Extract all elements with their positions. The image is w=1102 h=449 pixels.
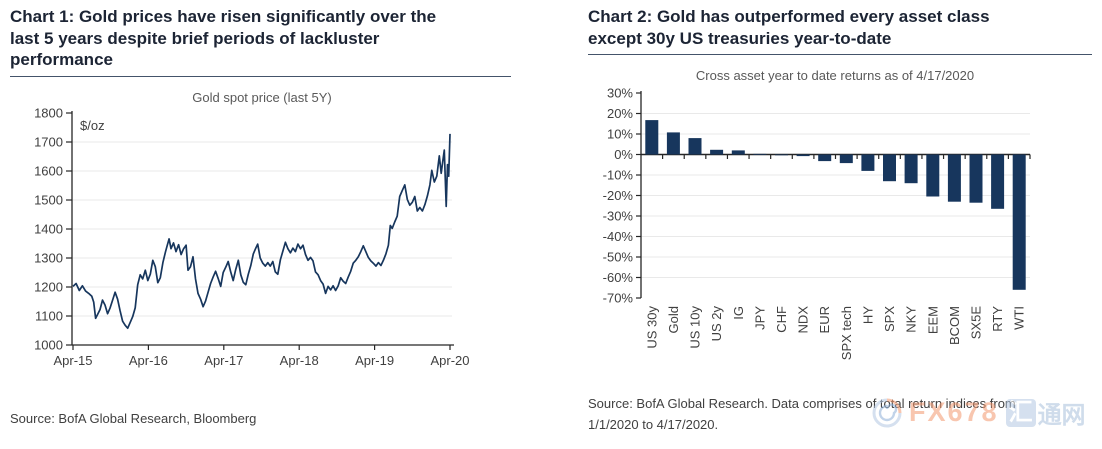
- x-category-label: IG: [731, 306, 746, 320]
- x-category-label: SPX: [882, 306, 897, 332]
- x-category-label: EUR: [817, 306, 832, 333]
- x-category-label: SPX tech: [839, 306, 854, 360]
- chart1-heading-line3: performance: [10, 50, 113, 69]
- y-axis-tick-label: 20%: [607, 106, 633, 121]
- chart1-heading-line2: last 5 years despite brief periods of la…: [10, 28, 380, 48]
- x-category-label: US 10y: [688, 306, 703, 349]
- bar-EUR: [818, 154, 832, 162]
- y-axis-tick-label: 0%: [614, 147, 633, 162]
- chart2-source: Source: BofA Global Research. Data compr…: [588, 393, 1088, 435]
- chart1-heading-line1: Chart 1: Gold prices have risen signific…: [10, 7, 437, 26]
- x-axis-tick-label: Apr-15: [53, 353, 92, 368]
- y-axis-unit-label: $/oz: [80, 118, 105, 133]
- x-category-label: NDX: [796, 306, 811, 334]
- bar-NDX: [796, 154, 810, 157]
- bar-chart-title: Cross asset year to date returns as of 4…: [696, 68, 974, 83]
- gold-price-line: [72, 133, 451, 330]
- bar-RTY: [991, 154, 1005, 209]
- bar-US 2y: [710, 149, 724, 155]
- bar-Gold: [666, 132, 680, 155]
- bar-JPY: [753, 153, 767, 155]
- x-category-label: EEM: [925, 306, 940, 334]
- bar-SX5E: [969, 154, 983, 203]
- x-category-label: RTY: [990, 306, 1005, 332]
- y-axis-tick-label: -20%: [603, 188, 634, 203]
- x-category-label: US 2y: [709, 306, 724, 342]
- chart1-source: Source: BofA Global Research, Bloomberg: [10, 411, 257, 426]
- x-category-label: SX5E: [969, 306, 984, 340]
- chart1-heading: Chart 1: Gold prices have risen signific…: [10, 6, 511, 77]
- bar-BCOM: [947, 154, 961, 202]
- x-category-label: BCOM: [947, 306, 962, 345]
- chart2-source-line1: Source: BofA Global Research. Data compr…: [588, 396, 1016, 411]
- bar-EEM: [926, 154, 940, 197]
- y-axis-tick-label: -40%: [603, 229, 634, 244]
- y-axis-tick-label: -70%: [603, 291, 634, 306]
- y-axis-tick-label: -30%: [603, 209, 634, 224]
- x-category-label: NKY: [904, 306, 919, 333]
- bar-HY: [861, 154, 875, 171]
- x-axis-tick-label: Apr-19: [355, 353, 394, 368]
- bar-SPX: [883, 154, 896, 182]
- bar-SPX tech: [839, 154, 853, 164]
- y-axis-tick-label: 1400: [34, 222, 63, 237]
- x-axis-tick-label: Apr-17: [204, 353, 243, 368]
- bar-WTI: [1012, 154, 1026, 290]
- bar-CHF: [775, 154, 788, 156]
- y-axis-tick-label: 1300: [34, 251, 63, 266]
- y-axis-tick-label: 1000: [34, 338, 63, 353]
- bar-NKY: [904, 154, 918, 184]
- y-axis-tick-label: 1200: [34, 280, 63, 295]
- y-axis-tick-label: 1600: [34, 164, 63, 179]
- y-axis-tick-label: 1100: [35, 309, 63, 324]
- y-axis-tick-label: -50%: [603, 250, 634, 265]
- x-category-label: WTI: [1012, 306, 1027, 330]
- y-axis-tick-label: 1500: [34, 193, 63, 208]
- chart2-source-line2: 1/1/2020 to 4/17/2020.: [588, 417, 719, 432]
- x-category-label: CHF: [774, 306, 789, 333]
- x-axis-tick-label: Apr-16: [129, 353, 168, 368]
- bar-IG: [731, 150, 745, 155]
- y-axis-tick-label: 1700: [34, 135, 63, 150]
- y-axis-tick-label: -10%: [603, 168, 634, 183]
- cross-asset-returns-bar-chart: Cross asset year to date returns as of 4…: [603, 68, 1031, 360]
- x-category-label: Gold: [666, 306, 681, 333]
- chart2-heading: Chart 2: Gold has outperformed every ass…: [588, 6, 1092, 55]
- line-chart-title: Gold spot price (last 5Y): [192, 90, 331, 105]
- chart2-heading-line2: except 30y US treasuries year-to-date: [588, 28, 892, 48]
- bar-US 10y: [688, 138, 702, 155]
- x-category-label: US 30y: [644, 306, 659, 349]
- y-axis-tick-label: 10%: [607, 127, 633, 142]
- y-axis-tick-label: -60%: [603, 270, 634, 285]
- gold-spot-price-line-chart: Gold spot price (last 5Y) $/oz 1000 1100 120…: [34, 90, 469, 368]
- x-category-label: HY: [860, 306, 875, 324]
- y-axis-tick-label: 30%: [607, 86, 633, 101]
- x-category-label: JPY: [752, 306, 767, 330]
- x-axis-tick-label: Apr-18: [280, 353, 319, 368]
- bar-US 30y: [645, 120, 659, 155]
- x-axis-tick-label: Apr-20: [430, 353, 469, 368]
- chart2-heading-line1: Chart 2: Gold has outperformed every ass…: [588, 7, 990, 26]
- y-axis-tick-label: 1800: [34, 106, 63, 121]
